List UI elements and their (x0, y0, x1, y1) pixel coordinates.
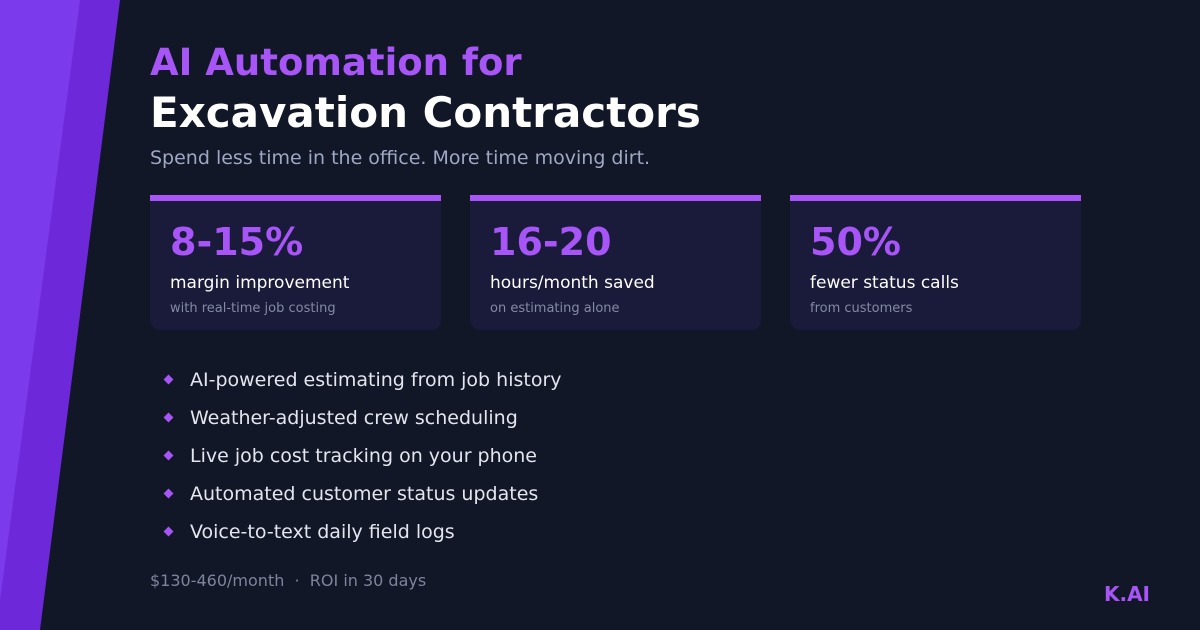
feature-text: AI-powered estimating from job history (190, 369, 562, 391)
stat-detail: from customers (810, 301, 913, 316)
feature-text: Weather-adjusted crew scheduling (190, 407, 518, 429)
stat-label: fewer status calls (810, 273, 959, 293)
stat-label: margin improvement (170, 273, 350, 293)
stat-detail: with real-time job costing (170, 301, 336, 316)
stat-label: hours/month saved (490, 273, 655, 293)
diamond-bullet-icon (163, 374, 174, 385)
stat-card-calls: 50% fewer status calls from customers (790, 195, 1081, 330)
diamond-bullet-icon (163, 488, 174, 499)
stat-value: 8-15% (170, 220, 304, 264)
stat-value: 16-20 (490, 220, 612, 264)
subtitle: Spend less time in the office. More time… (150, 147, 651, 169)
feature-text: Voice-to-text daily field logs (190, 521, 455, 543)
headline-line-1: AI Automation for (150, 41, 522, 84)
brand-logo: K.AI (1103, 582, 1150, 606)
feature-text: Live job cost tracking on your phone (190, 445, 538, 467)
decorative-stripe (0, 0, 120, 630)
price-text: $130-460/month (150, 571, 285, 590)
diamond-bullet-icon (163, 526, 174, 537)
feature-text: Automated customer status updates (190, 483, 539, 505)
headline-line-2: Excavation Contractors (150, 88, 701, 137)
stat-detail: on estimating alone (490, 301, 620, 316)
diamond-bullet-icon (163, 450, 174, 461)
stat-card-hours: 16-20 hours/month saved on estimating al… (470, 195, 761, 330)
stat-value: 50% (810, 220, 901, 264)
stat-card-margin: 8-15% margin improvement with real-time … (150, 195, 441, 330)
footer-separator: · (294, 571, 300, 590)
pricing-footer: $130-460/month · ROI in 30 days (150, 570, 426, 592)
diamond-bullet-icon (163, 412, 174, 423)
roi-text: ROI in 30 days (309, 571, 427, 590)
